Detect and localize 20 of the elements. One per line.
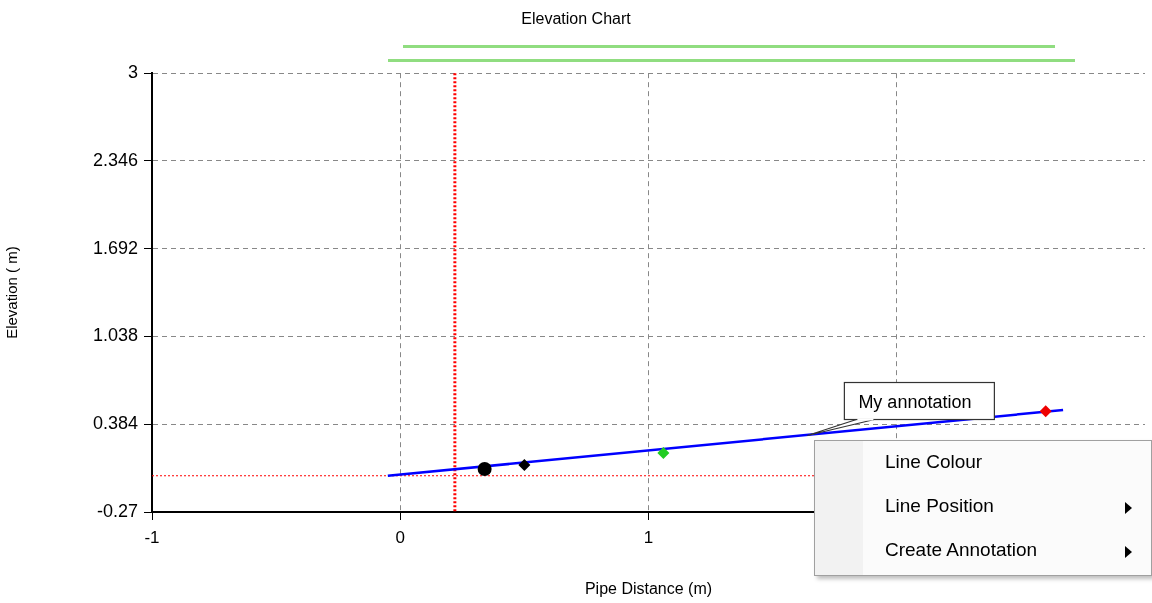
y-tick-label: 1.692 [92, 237, 138, 258]
y-tick-label: 1.038 [92, 325, 138, 346]
context-menu: Line Colour Line Position Create Annotation [814, 440, 1152, 576]
point [518, 459, 531, 472]
y-axis-title: Elevation ( m) [3, 246, 21, 339]
point [657, 446, 670, 459]
annotation: Line Colour [885, 451, 983, 474]
point [1039, 405, 1052, 418]
x-axis-title: Pipe Distance (m) [584, 579, 713, 597]
point [477, 462, 492, 477]
annotation: My annotation [858, 391, 972, 412]
x-tick-label: 1 [643, 527, 654, 547]
y-tick-label: -0.27 [96, 500, 138, 521]
chart-title: Elevation Chart [521, 10, 632, 28]
x-tick-label: -1 [144, 527, 160, 547]
y-tick-label: 3 [127, 62, 138, 83]
x-tick-label: 0 [395, 527, 405, 547]
y-tick-label: 0.384 [92, 413, 138, 434]
annotation: Line Position [885, 495, 994, 518]
y-tick-label: 2.346 [92, 149, 138, 170]
